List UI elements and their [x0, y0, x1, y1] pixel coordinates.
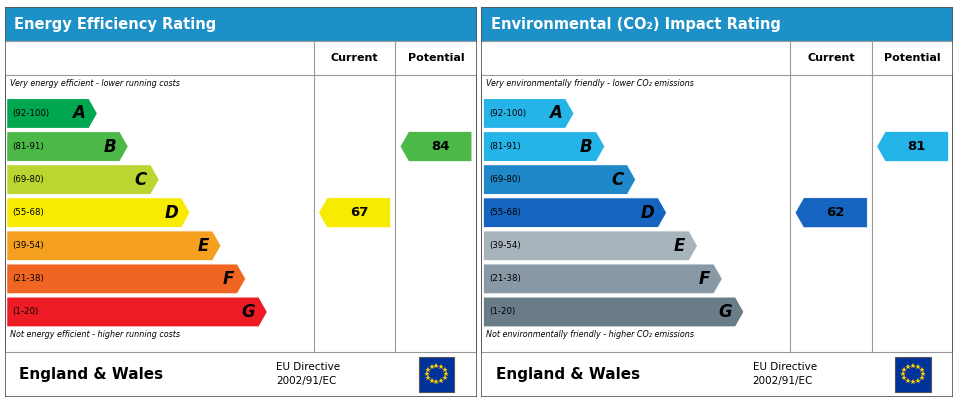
- Polygon shape: [7, 165, 159, 195]
- Text: (92-100): (92-100): [489, 109, 526, 118]
- Text: G: G: [241, 303, 256, 321]
- Text: Potential: Potential: [408, 53, 464, 63]
- Bar: [419, 357, 455, 392]
- Polygon shape: [795, 198, 867, 228]
- Text: EU Directive
2002/91/EC: EU Directive 2002/91/EC: [752, 362, 816, 386]
- Text: (92-100): (92-100): [12, 109, 50, 118]
- Polygon shape: [7, 297, 267, 327]
- Polygon shape: [400, 132, 472, 162]
- Text: B: B: [103, 137, 116, 156]
- Text: A: A: [549, 105, 562, 122]
- Text: (21-38): (21-38): [12, 274, 44, 283]
- Text: (21-38): (21-38): [489, 274, 521, 283]
- Polygon shape: [483, 198, 667, 228]
- Text: 84: 84: [431, 140, 450, 153]
- Text: 67: 67: [349, 206, 368, 219]
- Polygon shape: [483, 165, 635, 195]
- Bar: [896, 357, 931, 392]
- Text: Potential: Potential: [884, 53, 941, 63]
- Text: (81-91): (81-91): [489, 142, 521, 151]
- Polygon shape: [319, 198, 390, 228]
- Polygon shape: [877, 132, 948, 162]
- Text: E: E: [197, 237, 209, 255]
- Text: (1-20): (1-20): [12, 307, 38, 316]
- Polygon shape: [483, 231, 698, 261]
- Text: (69-80): (69-80): [489, 175, 521, 184]
- Polygon shape: [483, 132, 605, 162]
- Text: (39-54): (39-54): [489, 241, 521, 250]
- Text: EU Directive
2002/91/EC: EU Directive 2002/91/EC: [276, 362, 340, 386]
- Polygon shape: [7, 231, 221, 261]
- Text: Not environmentally friendly - higher CO₂ emissions: Not environmentally friendly - higher CO…: [486, 330, 694, 339]
- Polygon shape: [7, 264, 246, 294]
- Bar: [5, 352, 477, 397]
- Text: 62: 62: [826, 206, 845, 219]
- Text: England & Wales: England & Wales: [19, 367, 163, 382]
- Text: (55-68): (55-68): [489, 208, 521, 217]
- Text: C: C: [612, 170, 624, 189]
- Polygon shape: [483, 264, 723, 294]
- Text: F: F: [699, 270, 710, 288]
- Text: (39-54): (39-54): [12, 241, 44, 250]
- Text: Current: Current: [331, 53, 378, 63]
- Text: (81-91): (81-91): [12, 142, 44, 151]
- Text: B: B: [580, 137, 592, 156]
- Polygon shape: [7, 99, 98, 128]
- Text: C: C: [135, 170, 147, 189]
- Polygon shape: [483, 297, 744, 327]
- Polygon shape: [483, 99, 574, 128]
- Text: England & Wales: England & Wales: [496, 367, 639, 382]
- Text: Environmental (CO₂) Impact Rating: Environmental (CO₂) Impact Rating: [491, 17, 781, 32]
- Text: F: F: [222, 270, 234, 288]
- Polygon shape: [7, 198, 190, 228]
- Bar: [5, 41, 477, 76]
- Bar: [5, 7, 477, 41]
- Text: (55-68): (55-68): [12, 208, 44, 217]
- Text: E: E: [674, 237, 685, 255]
- Text: Energy Efficiency Rating: Energy Efficiency Rating: [14, 17, 216, 32]
- Bar: [481, 7, 953, 41]
- Text: Very energy efficient - lower running costs: Very energy efficient - lower running co…: [10, 79, 179, 88]
- Text: (1-20): (1-20): [489, 307, 515, 316]
- Bar: [481, 41, 953, 76]
- Text: 81: 81: [907, 140, 926, 153]
- Text: Not energy efficient - higher running costs: Not energy efficient - higher running co…: [10, 330, 180, 339]
- Bar: [481, 352, 953, 397]
- Text: Current: Current: [808, 53, 855, 63]
- Text: G: G: [718, 303, 732, 321]
- Text: A: A: [73, 105, 85, 122]
- Text: D: D: [165, 204, 178, 222]
- Polygon shape: [7, 132, 128, 162]
- Text: Very environmentally friendly - lower CO₂ emissions: Very environmentally friendly - lower CO…: [486, 79, 694, 88]
- Text: D: D: [641, 204, 655, 222]
- Text: (69-80): (69-80): [12, 175, 44, 184]
